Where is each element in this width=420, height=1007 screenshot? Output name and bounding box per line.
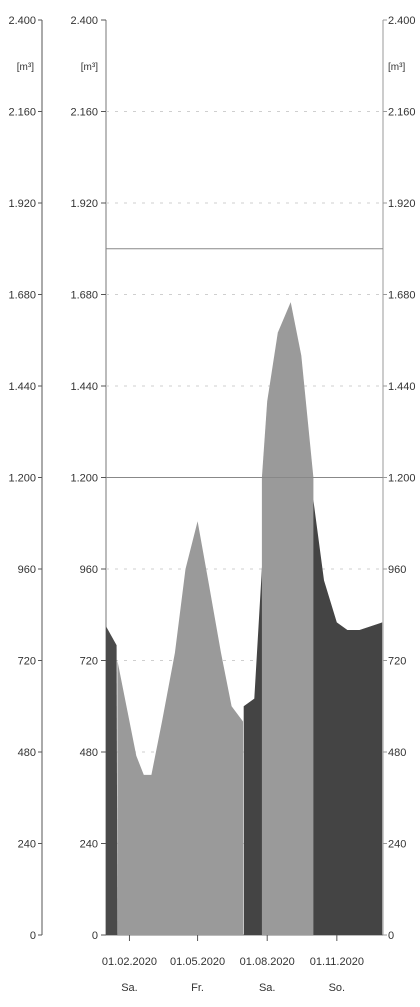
x-day-label: So. [329,982,346,994]
area-series-4 [261,302,314,936]
outer-y-tick-label: 1.920 [8,198,36,210]
right-y-tick-label: 1.680 [388,290,416,302]
right-y-tick-label: 0 [388,930,394,942]
area-series-2 [117,521,243,935]
outer-y-tick-label: 0 [30,930,36,942]
x-date-label: 01.02.2020 [102,956,157,968]
right-unit-label: [m³] [388,62,405,73]
right-y-tick-label: 1.440 [388,381,416,393]
outer-y-tick-label: 2.160 [8,107,36,119]
outer-y-tick-label: 1.680 [8,290,36,302]
x-date-label: 01.05.2020 [170,956,225,968]
inner-y-tick-label: 720 [80,656,98,668]
inner-y-tick-label: 240 [80,839,98,851]
x-date-label: 01.11.2020 [310,956,364,968]
right-y-tick-label: 1.920 [388,198,416,210]
outer-y-tick-label: 2.400 [8,15,36,27]
inner-y-tick-label: 960 [80,564,98,576]
right-y-tick-label: 1.200 [388,473,416,485]
x-day-label: Sa. [259,982,276,994]
x-day-label: Fr. [191,982,204,994]
x-date-label: 01.08.2020 [240,956,295,968]
right-y-tick-label: 240 [388,839,406,851]
outer-unit-label: [m³] [17,62,34,73]
area-series-1 [106,626,118,935]
inner-y-tick-label: 0 [92,930,98,942]
outer-y-tick-label: 720 [18,656,36,668]
inner-y-tick-label: 2.160 [70,107,98,119]
inner-y-tick-label: 1.440 [70,381,98,393]
outer-y-tick-label: 960 [18,564,36,576]
right-y-tick-label: 960 [388,564,406,576]
outer-y-tick-label: 1.200 [8,473,36,485]
inner-y-tick-label: 1.680 [70,290,98,302]
outer-y-tick-label: 1.440 [8,381,36,393]
inner-y-tick-label: 1.920 [70,198,98,210]
inner-y-tick-label: 1.200 [70,473,98,485]
right-y-tick-label: 720 [388,656,406,668]
right-y-tick-label: 480 [388,747,406,759]
inner-y-tick-label: 480 [80,747,98,759]
right-y-tick-label: 2.400 [388,15,416,27]
outer-y-tick-label: 240 [18,839,36,851]
inner-y-tick-label: 2.400 [70,15,98,27]
inner-unit-label: [m³] [81,62,98,73]
outer-y-tick-label: 480 [18,747,36,759]
right-y-tick-label: 2.160 [388,107,416,119]
x-day-label: Sa. [121,982,138,994]
